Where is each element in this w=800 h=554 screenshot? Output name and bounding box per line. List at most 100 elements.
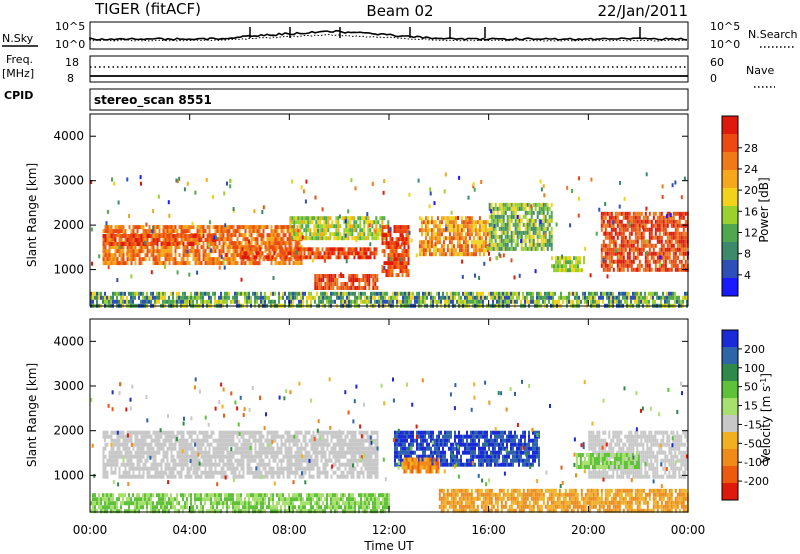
data-cell bbox=[146, 229, 149, 234]
data-cell bbox=[316, 282, 319, 286]
data-cell bbox=[116, 438, 119, 443]
data-cell bbox=[480, 244, 483, 249]
data-cell bbox=[389, 237, 392, 242]
data-cell bbox=[430, 220, 433, 225]
data-cell bbox=[636, 231, 639, 236]
data-cell bbox=[632, 251, 635, 256]
data-cell bbox=[502, 246, 505, 251]
data-cell bbox=[472, 244, 475, 249]
data-cell bbox=[168, 245, 171, 250]
data-cell bbox=[202, 454, 205, 459]
data-cell bbox=[146, 446, 149, 451]
data-cell bbox=[142, 229, 145, 234]
data-cell bbox=[244, 291, 246, 296]
data-cell bbox=[588, 291, 590, 296]
data-cell bbox=[296, 446, 299, 451]
data-cell bbox=[258, 233, 261, 238]
data-cell bbox=[112, 438, 115, 443]
data-cell bbox=[347, 247, 350, 252]
data-cell bbox=[624, 291, 626, 296]
data-cell bbox=[190, 245, 193, 250]
data-cell bbox=[130, 242, 133, 246]
data-cell bbox=[381, 229, 384, 234]
data-cell bbox=[342, 274, 345, 278]
data-cell bbox=[274, 434, 277, 439]
data-cell bbox=[130, 450, 133, 455]
data-cell bbox=[298, 466, 301, 471]
data-cell bbox=[628, 235, 631, 240]
data-cell bbox=[454, 228, 457, 233]
data-cell bbox=[446, 295, 448, 300]
data-cell bbox=[144, 466, 147, 471]
data-cell bbox=[376, 286, 379, 290]
data-cell bbox=[184, 245, 187, 250]
data-cell bbox=[294, 470, 297, 475]
data-cell bbox=[408, 295, 410, 300]
data-cell bbox=[130, 474, 133, 479]
data-cell bbox=[107, 265, 110, 270]
data-cell bbox=[366, 212, 369, 217]
data-cell bbox=[148, 257, 151, 262]
data-cell bbox=[134, 450, 137, 455]
data-cell bbox=[274, 237, 277, 242]
data-cell bbox=[290, 257, 293, 262]
data-cell bbox=[174, 442, 177, 447]
data-cell bbox=[456, 228, 459, 233]
data-cell bbox=[234, 450, 237, 455]
data-cell bbox=[630, 239, 633, 244]
data-cell bbox=[142, 299, 144, 304]
data-cell bbox=[260, 299, 262, 304]
data-cell bbox=[365, 216, 368, 221]
data-cell bbox=[232, 470, 235, 475]
data-cell bbox=[381, 237, 384, 242]
data-cell bbox=[403, 257, 406, 262]
data-cell bbox=[444, 220, 447, 225]
data-cell bbox=[610, 219, 613, 224]
data-cell bbox=[256, 233, 259, 238]
data-cell bbox=[542, 210, 545, 215]
data-cell bbox=[374, 274, 377, 278]
data-cell bbox=[540, 226, 543, 231]
data-cell bbox=[569, 223, 572, 228]
data-cell bbox=[297, 216, 300, 221]
data-cell bbox=[116, 299, 118, 304]
data-cell bbox=[241, 255, 244, 260]
data-cell bbox=[424, 295, 426, 300]
data-cell bbox=[666, 291, 668, 296]
data-cell bbox=[106, 474, 109, 479]
data-cell bbox=[234, 442, 237, 447]
data-cell bbox=[114, 245, 117, 250]
data-cell bbox=[330, 450, 333, 455]
data-cell bbox=[258, 462, 261, 467]
data-cell bbox=[274, 229, 277, 234]
data-cell bbox=[271, 247, 274, 252]
data-cell bbox=[660, 267, 663, 272]
data-cell bbox=[349, 251, 352, 256]
data-cell bbox=[367, 232, 370, 237]
data-cell bbox=[166, 249, 169, 254]
data-cell bbox=[168, 213, 171, 218]
data-cell bbox=[290, 241, 293, 246]
data-cell bbox=[272, 233, 275, 238]
data-cell bbox=[397, 229, 400, 234]
data-cell bbox=[266, 225, 269, 230]
data-cell bbox=[256, 237, 259, 242]
data-cell bbox=[156, 253, 159, 258]
data-cell bbox=[634, 231, 637, 236]
data-cell bbox=[612, 220, 615, 225]
data-cell bbox=[595, 231, 598, 236]
data-cell bbox=[130, 253, 133, 258]
data-cell bbox=[460, 236, 463, 241]
data-cell bbox=[178, 299, 180, 304]
data-cell bbox=[320, 434, 323, 439]
data-cell bbox=[327, 216, 330, 221]
data-cell bbox=[178, 430, 181, 435]
data-cell bbox=[262, 229, 265, 234]
data-cell bbox=[160, 458, 163, 463]
data-cell bbox=[122, 474, 125, 479]
data-cell bbox=[130, 234, 133, 238]
data-cell bbox=[508, 226, 511, 231]
data-cell bbox=[563, 268, 565, 273]
data-cell bbox=[422, 220, 425, 225]
data-cell bbox=[603, 231, 606, 236]
